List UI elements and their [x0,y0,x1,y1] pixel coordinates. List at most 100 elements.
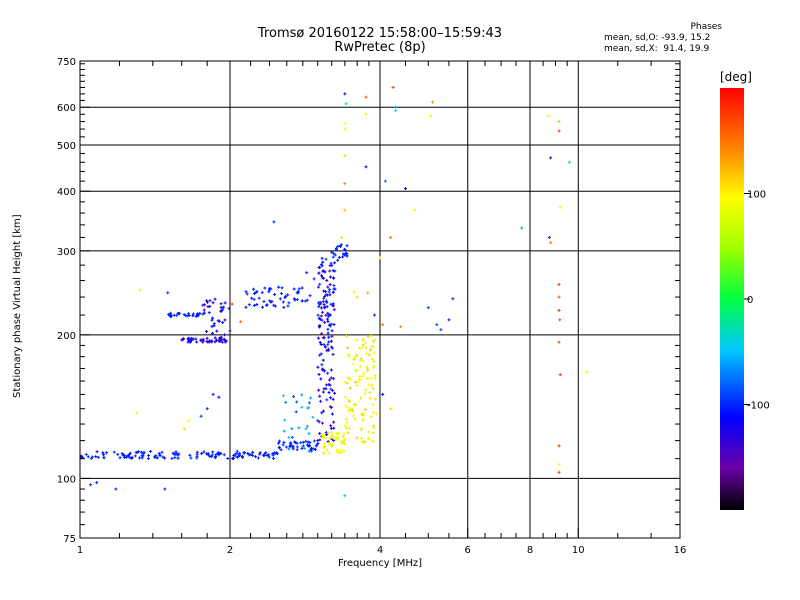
data-point [202,312,204,316]
data-point [307,443,309,447]
data-point [317,365,319,369]
data-point [317,336,319,340]
data-point [327,311,329,315]
x-tick-label: 8 [527,545,533,556]
data-point [321,433,323,437]
data-point [81,454,83,458]
data-point [328,323,330,327]
colorbar-tick-label: -100 [747,401,770,412]
data-point [171,456,173,460]
data-point [293,297,295,301]
data-point [310,449,312,453]
data-point [310,396,312,400]
data-point [448,318,450,322]
data-point [296,441,298,445]
data-point [328,390,330,394]
data-point [352,362,354,366]
data-point [266,303,268,307]
data-point [313,439,315,443]
data-point [548,235,550,239]
data-point [213,322,215,326]
data-point [356,383,358,387]
data-point [90,456,92,460]
data-point [432,100,434,104]
data-point [309,448,311,452]
data-point [324,270,326,274]
data-point [273,303,275,307]
data-point [331,346,333,350]
data-point [586,370,588,374]
data-point [313,447,315,451]
data-point [452,297,454,301]
data-point [189,340,191,344]
data-point [372,440,374,444]
data-point [558,462,560,466]
data-point [372,339,374,343]
data-point [352,409,354,413]
data-point [196,456,198,460]
y-tick-label: 75 [63,534,76,545]
data-point [368,430,370,434]
data-point [325,257,327,261]
x-tick-label: 4 [377,545,383,556]
data-point [330,424,332,428]
data-point [284,418,286,422]
data-point [300,441,302,445]
data-point [191,336,193,340]
data-point [206,299,208,303]
data-point [558,120,560,124]
data-point [324,320,326,324]
data-point [340,243,342,247]
data-point [318,265,320,269]
data-point [197,313,199,317]
data-point [320,377,322,381]
phase-colorbar [720,88,744,510]
data-point [126,455,128,459]
data-point [272,452,274,456]
data-point [196,454,198,458]
data-point [218,395,220,399]
data-point [188,312,190,316]
data-point [330,405,332,409]
data-point [356,338,358,342]
data-point [217,451,219,455]
data-point [318,420,320,424]
data-point [344,404,346,408]
data-point [369,390,371,394]
data-point [298,287,300,291]
data-point [139,288,141,292]
y-tick-label: 750 [57,57,76,68]
data-point [354,417,356,421]
data-point [326,300,328,304]
data-point [177,311,179,315]
data-point [330,387,332,391]
data-point [289,441,291,445]
data-point [318,316,320,320]
data-point [256,303,258,307]
data-point [322,367,324,371]
data-point [558,340,560,344]
data-point [196,452,198,456]
data-point [278,285,280,289]
data-point [373,410,375,414]
data-point [262,453,264,457]
data-point [212,301,214,305]
data-point [373,351,375,355]
data-point [326,383,328,387]
data-point [215,453,217,457]
data-point [244,451,246,455]
data-point [348,409,350,413]
data-point [282,300,284,304]
data-point [333,276,335,280]
data-point [212,316,214,320]
data-point [333,322,335,326]
data-point [264,452,266,456]
data-point [329,283,331,287]
data-point [344,182,346,186]
data-point [248,303,250,307]
data-point [205,330,207,334]
data-point [236,451,238,455]
data-point [293,395,295,399]
data-point [150,449,152,453]
data-point [345,395,347,399]
